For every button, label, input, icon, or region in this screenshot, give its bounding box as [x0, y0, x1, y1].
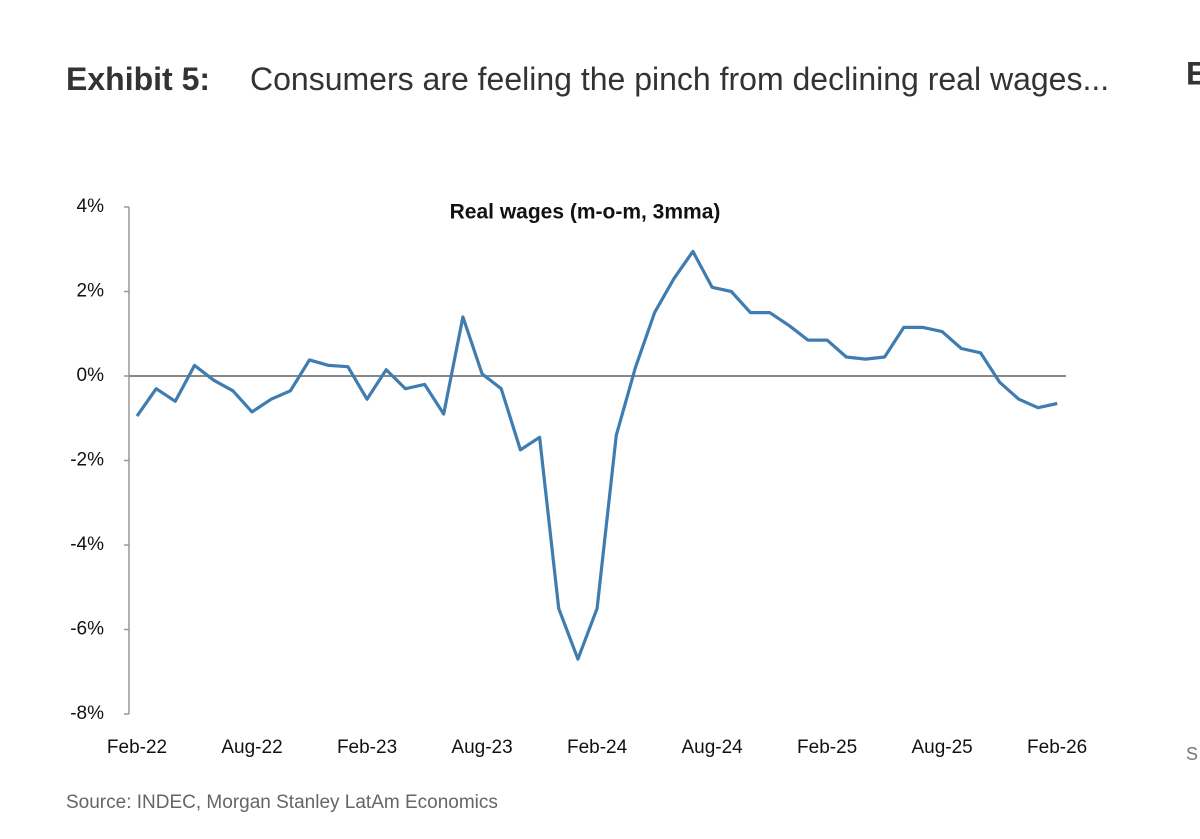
y-tick-label: -2%	[70, 450, 104, 471]
header: Exhibit 5: Consumers are feeling the pinc…	[66, 54, 1116, 104]
x-tick-label: Feb-23	[337, 737, 397, 758]
y-tick-label: -6%	[70, 619, 104, 640]
neighbor-fragment: S	[1186, 744, 1198, 764]
y-tick-label: -4%	[70, 534, 104, 555]
y-tick-label: 4%	[77, 196, 105, 217]
headline: Consumers are feeling the pinch from dec…	[250, 61, 1110, 97]
y-tick-label: 2%	[77, 281, 105, 302]
x-tick-label: Feb-24	[567, 737, 628, 758]
source: Source: INDEC, Morgan Stanley LatAm Econ…	[66, 792, 498, 813]
x-tick-label: Aug-24	[681, 737, 743, 758]
x-tick-label: Aug-25	[911, 737, 972, 758]
exhibit-label: Exhibit 5:	[66, 61, 211, 97]
x-tick-label: Aug-22	[221, 737, 282, 758]
y-tick-label: -8%	[70, 703, 104, 724]
x-tick-label: Feb-22	[107, 737, 167, 758]
data-line	[135, 249, 1058, 661]
x-tick-label: Aug-23	[451, 737, 512, 758]
chart-title: Real wages (m-o-m, 3mma)	[450, 201, 721, 224]
x-tick-label: Feb-26	[1027, 737, 1087, 758]
x-tick-label: Feb-25	[797, 737, 857, 758]
y-tick-label: 0%	[77, 365, 105, 386]
neighbor-fragment: E	[1186, 55, 1200, 91]
